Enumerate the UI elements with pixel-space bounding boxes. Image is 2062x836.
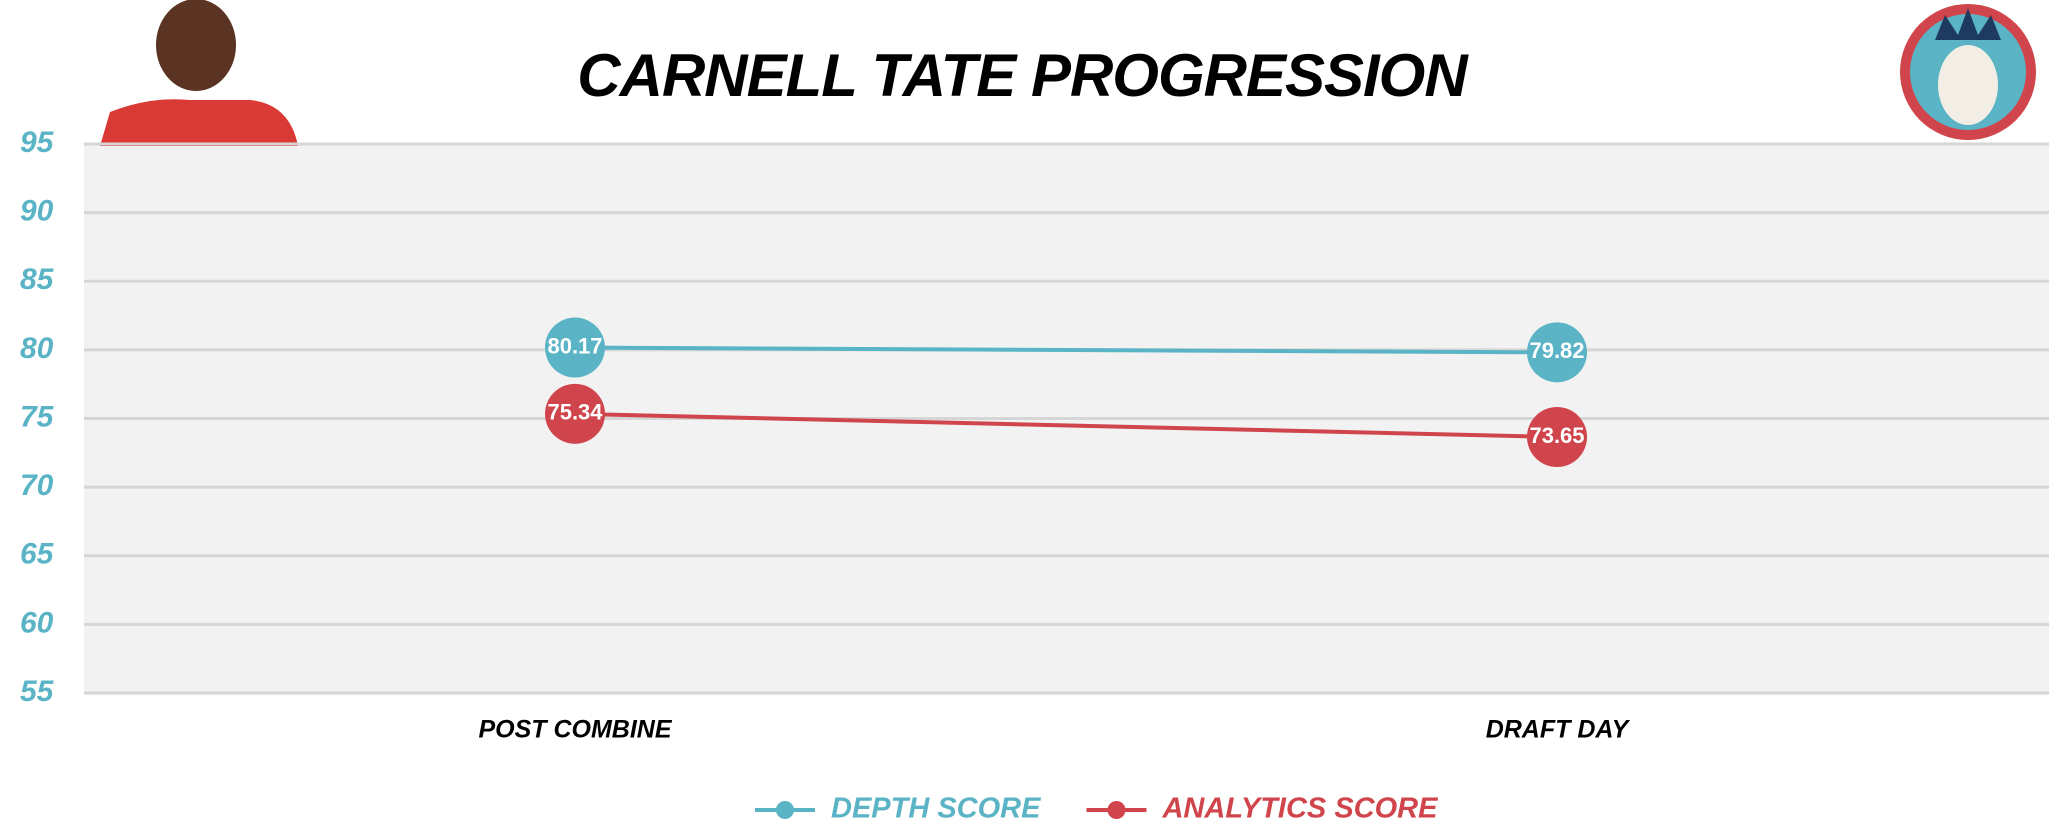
team-logo	[1900, 4, 2036, 140]
data-label: 79.82	[1529, 338, 1584, 363]
data-label: 80.17	[547, 333, 602, 358]
y-tick-label: 85	[20, 263, 55, 296]
y-tick-label: 65	[20, 538, 55, 571]
y-tick-label: 80	[20, 332, 54, 365]
legend-label: DEPTH SCORE	[831, 793, 1042, 825]
y-tick-label: 70	[20, 469, 54, 502]
data-point	[545, 383, 605, 444]
chart-title: CARNELL TATE PROGRESSION	[577, 42, 1469, 109]
y-tick-label: 95	[20, 126, 55, 159]
legend-label: ANALYTICS SCORE	[1161, 793, 1439, 825]
x-tick-label: DRAFT DAY	[1486, 716, 1631, 744]
series-line	[574, 411, 1558, 440]
y-tick-label: 55	[20, 675, 55, 708]
y-tick-label: 75	[20, 400, 55, 433]
player-photo	[100, 0, 298, 146]
data-label: 75.34	[547, 400, 603, 425]
data-point	[1527, 407, 1587, 468]
data-label: 73.65	[1529, 423, 1584, 448]
series-line	[574, 345, 1558, 355]
data-point	[1527, 322, 1587, 383]
x-tick-label: POST COMBINE	[478, 716, 672, 744]
data-point	[545, 317, 605, 378]
legend-marker	[776, 801, 794, 819]
y-tick-label: 60	[20, 606, 54, 639]
legend-marker	[1107, 801, 1126, 819]
y-tick-label: 90	[20, 195, 54, 228]
